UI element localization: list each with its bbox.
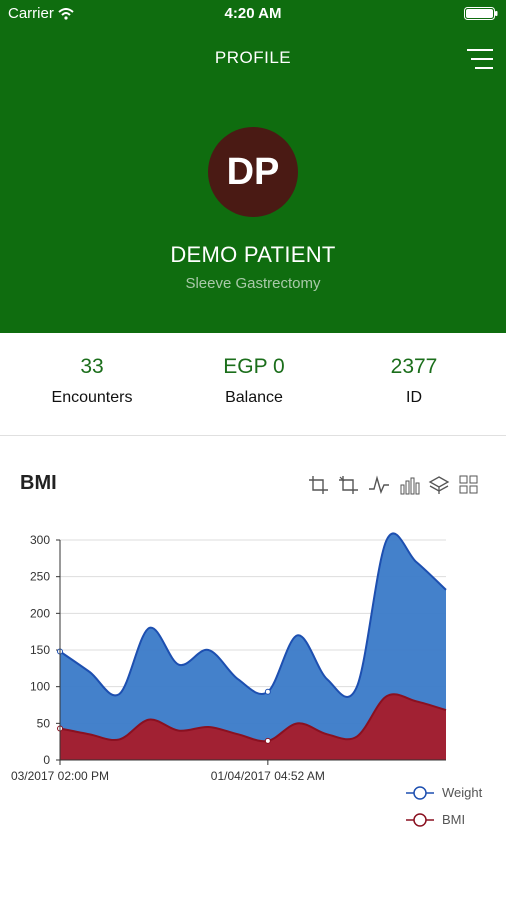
y-tick-label: 300 (30, 533, 50, 547)
series-line-weight (59, 532, 447, 698)
patient-procedure: Sleeve Gastrectomy (185, 275, 321, 292)
status-bar: Carrier 4:20 AM (0, 0, 506, 28)
stat-value: 33 (80, 355, 104, 378)
crop-reset-icon[interactable] (338, 475, 360, 495)
data-point[interactable] (264, 688, 271, 695)
stat-encounters[interactable]: 33 Encounters (8, 355, 176, 407)
x-tick-label: 03/2017 02:00 PM (11, 769, 109, 783)
y-tick-label: 200 (30, 606, 50, 620)
stat-label: Balance (225, 389, 283, 406)
y-tick-label: 100 (30, 680, 50, 694)
y-tick-label: 50 (37, 716, 51, 730)
line-chart-icon[interactable] (368, 475, 390, 495)
stat-id[interactable]: 2377 ID (330, 355, 498, 407)
stat-balance[interactable]: EGP 0 Balance (170, 355, 338, 407)
patient-name: DEMO PATIENT (170, 242, 336, 267)
carrier-indicator: Carrier (8, 5, 74, 22)
bar-chart-icon[interactable] (398, 475, 420, 495)
wifi-icon (58, 7, 74, 20)
status-time: 4:20 AM (224, 5, 282, 22)
crop-icon[interactable] (308, 475, 330, 495)
series-area-bmi (60, 694, 446, 760)
carrier-label: Carrier (8, 5, 54, 22)
series-area-weight (60, 533, 446, 760)
tiled-icon[interactable] (458, 475, 480, 495)
legend-marker[interactable] (413, 813, 427, 827)
stats-row: 33 Encounters EGP 0 Balance 2377 ID (0, 333, 506, 436)
legend-marker[interactable] (413, 786, 427, 800)
stat-value: 2377 (390, 355, 438, 378)
avatar[interactable]: DP (208, 127, 298, 217)
legend-label[interactable]: BMI (442, 812, 465, 827)
chart-toolbox (308, 475, 480, 495)
y-tick-label: 0 (43, 753, 50, 767)
menu-icon[interactable] (464, 46, 494, 72)
stack-icon[interactable] (428, 475, 450, 495)
chart-title: BMI (20, 472, 57, 494)
data-point[interactable] (264, 737, 271, 744)
stat-label: Encounters (51, 389, 133, 406)
stat-value: EGP 0 (223, 355, 285, 378)
y-tick-label: 250 (30, 570, 50, 584)
x-tick-label: 01/04/2017 04:52 AM (211, 769, 325, 783)
battery-icon (464, 7, 498, 20)
page-title: PROFILE (214, 48, 292, 67)
profile-header: Carrier 4:20 AM PROFILE DP DEMO PATIENT … (0, 0, 506, 333)
stat-label: ID (406, 389, 422, 406)
legend-label[interactable]: Weight (442, 785, 483, 800)
y-tick-label: 150 (30, 643, 50, 657)
bmi-chart[interactable]: 0 50 100 150 200 250 300 03/2017 02:00 PM 01/04/… (0, 520, 506, 840)
series-line-bmi (59, 693, 447, 743)
avatar-initials: DP (226, 150, 280, 193)
